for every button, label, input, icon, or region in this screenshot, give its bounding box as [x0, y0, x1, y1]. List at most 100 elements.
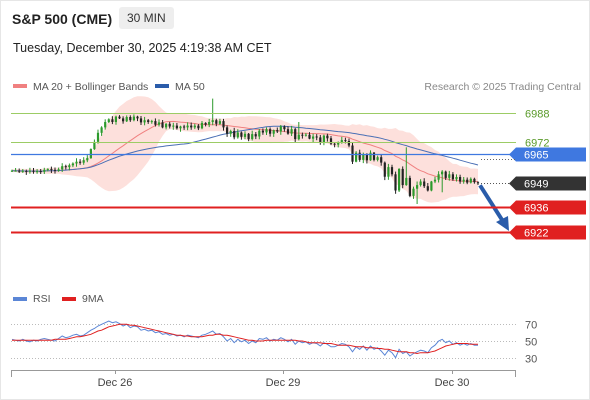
- candle-body: [64, 166, 67, 168]
- datetime-label: Tuesday, December 30, 2025 4:19:38 AM CE…: [13, 41, 272, 55]
- candle-body: [43, 169, 46, 172]
- candle-body: [204, 122, 207, 125]
- candle-body: [462, 179, 465, 182]
- candle-body: [455, 177, 458, 180]
- ma50-level-label: 6965: [524, 150, 548, 162]
- candle-body: [426, 186, 429, 191]
- instrument-title: S&P 500 (CME): [12, 11, 113, 27]
- copyright-label: Research © 2025 Trading Central: [424, 81, 581, 93]
- forecast-arrow-shaft: [478, 184, 506, 225]
- candle-body: [183, 126, 186, 128]
- ma20-legend-label: MA 20 + Bollinger Bands: [33, 81, 148, 93]
- candle-body: [161, 122, 164, 128]
- timeframe-badge[interactable]: 30 MIN: [119, 7, 174, 29]
- candle-body: [150, 121, 153, 123]
- ma50-legend-label: MA 50: [175, 81, 205, 93]
- rsi-level-label-70: 70: [525, 320, 537, 332]
- candle-body: [437, 174, 440, 180]
- candle-body: [387, 167, 390, 177]
- candle-body: [398, 168, 401, 191]
- candle-body: [14, 170, 17, 172]
- candle-body: [401, 168, 404, 186]
- support-label-6936: 6936: [524, 203, 548, 215]
- candle-body: [261, 130, 264, 133]
- candle-body: [294, 129, 297, 140]
- x-axis-labels: Dec 26 Dec 29 Dec 30: [98, 370, 470, 389]
- candle-body: [251, 134, 254, 140]
- candle-body: [394, 174, 397, 191]
- ma50-legend-swatch: [155, 84, 169, 88]
- candle-body: [68, 165, 71, 168]
- candle-body: [265, 129, 268, 133]
- candle-body: [283, 126, 286, 130]
- rsi-legend-label: RSI: [33, 293, 51, 305]
- candle-body: [125, 117, 128, 122]
- candle-body: [215, 120, 218, 124]
- candle-body: [218, 121, 221, 124]
- rsi-ma-legend-swatch: [62, 297, 76, 301]
- candle-body: [329, 138, 333, 144]
- candle-body: [86, 158, 89, 161]
- candle-body: [82, 160, 85, 163]
- candle-body: [222, 121, 225, 128]
- candle-body: [107, 119, 110, 122]
- candle-body: [57, 169, 60, 171]
- candle-body: [301, 134, 304, 136]
- x-tick-label: Dec 29: [266, 377, 301, 389]
- candle-body: [104, 122, 107, 128]
- candle-body: [132, 116, 135, 121]
- candle-body: [416, 185, 419, 189]
- candle-body: [412, 188, 415, 196]
- candle-body: [469, 178, 472, 183]
- candle-body: [419, 181, 422, 186]
- rsi-level-label-50: 50: [525, 337, 537, 349]
- candle-body: [308, 134, 311, 139]
- candle-body: [333, 143, 336, 145]
- candle-body: [190, 125, 193, 128]
- candle-body: [423, 181, 426, 187]
- candle-body: [93, 141, 96, 150]
- support-label-6922: 6922: [524, 228, 548, 240]
- candle-body: [347, 141, 350, 146]
- candle-body: [344, 140, 347, 142]
- candle-body: [229, 131, 232, 134]
- price-layer: [10, 96, 509, 231]
- candle-body: [233, 131, 236, 138]
- candle-body: [89, 149, 92, 159]
- candle-body: [172, 125, 175, 127]
- candle-body: [21, 170, 24, 172]
- rsi-layer: 70 50 30: [11, 320, 537, 366]
- x-tick-label: Dec 30: [435, 377, 470, 389]
- candle-body: [118, 116, 121, 119]
- current-price-tag: [509, 176, 586, 191]
- candle-body: [362, 154, 365, 160]
- support-tag-6922: [509, 225, 586, 240]
- candle-body: [240, 132, 243, 137]
- candle-body: [290, 129, 293, 134]
- candle-body: [297, 134, 300, 140]
- candle-body: [258, 130, 261, 137]
- candle-body: [326, 135, 329, 139]
- candle-body: [197, 125, 200, 129]
- candle-body: [269, 129, 272, 134]
- resistance-label-6988: 6988: [525, 109, 549, 121]
- candle-body: [365, 154, 368, 161]
- candle-body: [114, 116, 117, 122]
- forecast-arrow-head: [496, 215, 509, 231]
- candle-body: [476, 182, 480, 184]
- candle-body: [276, 130, 279, 132]
- candle-body: [36, 171, 39, 173]
- candle-body: [279, 126, 282, 132]
- candle-body: [430, 181, 433, 191]
- candle-body: [451, 174, 454, 180]
- candle-body: [247, 133, 250, 140]
- candle-body: [32, 170, 35, 172]
- candle-body: [71, 163, 74, 166]
- candle-body: [186, 125, 189, 128]
- ma50-line: [12, 125, 479, 172]
- candle-body: [111, 119, 114, 122]
- candle-body: [433, 179, 437, 182]
- candle-body: [243, 133, 247, 137]
- candle-body: [208, 122, 211, 125]
- candle-body: [39, 171, 42, 173]
